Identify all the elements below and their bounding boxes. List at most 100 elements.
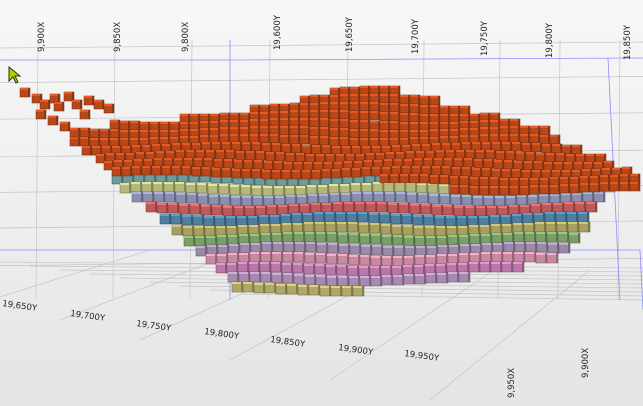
block-top (301, 144, 313, 155)
block-top (173, 157, 185, 168)
block-layer-5 (467, 215, 480, 227)
block-top (219, 133, 231, 144)
block-layer-6 (270, 223, 283, 235)
block-layer-9 (524, 251, 537, 263)
block-layer-8 (239, 242, 252, 254)
block-top (501, 141, 513, 152)
block-layer-5 (390, 213, 403, 225)
block-top (491, 168, 503, 179)
block-top (519, 133, 531, 144)
axis-labels: 9,900X 9,850X 9,800X 19,600Y 19,650Y 19,700Y 1… (2, 14, 633, 398)
axis-label-top-y: 19,800Y (545, 22, 555, 58)
block-layer-7 (414, 235, 427, 247)
block-top (71, 99, 83, 110)
block-layer-4 (310, 202, 323, 214)
block-top (233, 159, 245, 170)
block-top (181, 165, 193, 176)
block-layer-9 (227, 252, 240, 264)
block-layer-4 (343, 201, 356, 213)
block-layer-5 (346, 211, 359, 223)
axis-label-top-y: 19,700Y (411, 18, 421, 54)
block-top (509, 185, 521, 196)
block-top (139, 121, 151, 132)
block-top (369, 120, 381, 131)
block-top (339, 127, 351, 138)
block-layer-3 (483, 195, 496, 207)
block-layer-3 (186, 192, 199, 204)
block-top (339, 118, 351, 129)
block-layer-10 (380, 265, 393, 277)
block-top (201, 166, 213, 177)
block-layer-11 (249, 271, 262, 283)
block-layer-3 (406, 192, 419, 204)
block-layer-5 (203, 215, 216, 227)
axis-label-bottom-y: 19,800Y (204, 327, 241, 342)
block-top (389, 120, 401, 131)
block-top (399, 103, 411, 114)
block-top (349, 110, 361, 121)
block-top (379, 85, 391, 96)
block-top (341, 167, 353, 178)
block-top (369, 85, 381, 96)
block-top (295, 152, 307, 163)
block-layer-2 (416, 182, 429, 194)
block-top (331, 168, 343, 179)
block-layer-3 (164, 191, 177, 203)
block-layer-3 (494, 195, 507, 207)
block-top (409, 112, 421, 123)
block-layer-8 (195, 245, 208, 257)
block-layer-8 (349, 243, 362, 255)
axis-label-bottom-y: 19,750Y (136, 319, 173, 334)
block-layer-5 (335, 211, 348, 223)
block-layer-3 (428, 193, 441, 205)
block-layer-5 (313, 211, 326, 223)
block-top (319, 117, 331, 128)
block-layer-4 (398, 202, 411, 214)
block-layer-2 (394, 181, 407, 193)
block-layer-7 (381, 234, 394, 246)
block-layer-6 (578, 221, 591, 233)
block-top (379, 111, 391, 122)
block-layer-9 (480, 251, 493, 263)
block-layer-5 (544, 211, 557, 223)
block-layer-8 (283, 241, 296, 253)
axis-label-bottom-x: 9,900X (581, 348, 591, 378)
block-top (245, 150, 257, 161)
block-layer-7 (227, 234, 240, 246)
block-bottom (308, 284, 321, 296)
block-layer-5 (247, 215, 260, 227)
block-layer-2 (185, 182, 198, 194)
block-top (161, 165, 173, 176)
block-top (629, 173, 641, 184)
block-layer-8 (382, 245, 395, 257)
block-top (409, 103, 421, 114)
block-top (339, 93, 351, 104)
block-top (349, 119, 361, 130)
block-top (455, 149, 467, 160)
block-top (299, 134, 311, 145)
block-layer-8 (448, 244, 461, 256)
block-layer-3 (395, 191, 408, 203)
block-layer-3 (329, 192, 342, 204)
block-top (265, 151, 277, 162)
axis-label-top-y: 19,650Y (345, 16, 355, 52)
block-layer-9 (535, 252, 548, 264)
block-layer-7 (403, 235, 416, 247)
block-layer-9 (425, 254, 438, 266)
block-top (619, 173, 631, 184)
block-top (131, 165, 143, 176)
block-top (509, 177, 521, 188)
block-layer-6 (413, 225, 426, 237)
block-layer-11 (315, 274, 328, 286)
block-top (221, 141, 233, 152)
block-top (519, 177, 531, 188)
block-top (379, 137, 391, 148)
block-layer-3 (197, 193, 210, 205)
block-layer-5 (159, 213, 172, 225)
block-model[interactable] (19, 85, 641, 297)
block-top (439, 174, 451, 185)
block-layer-2 (174, 181, 187, 193)
block-layer-6 (446, 225, 459, 237)
block-top (269, 125, 281, 136)
